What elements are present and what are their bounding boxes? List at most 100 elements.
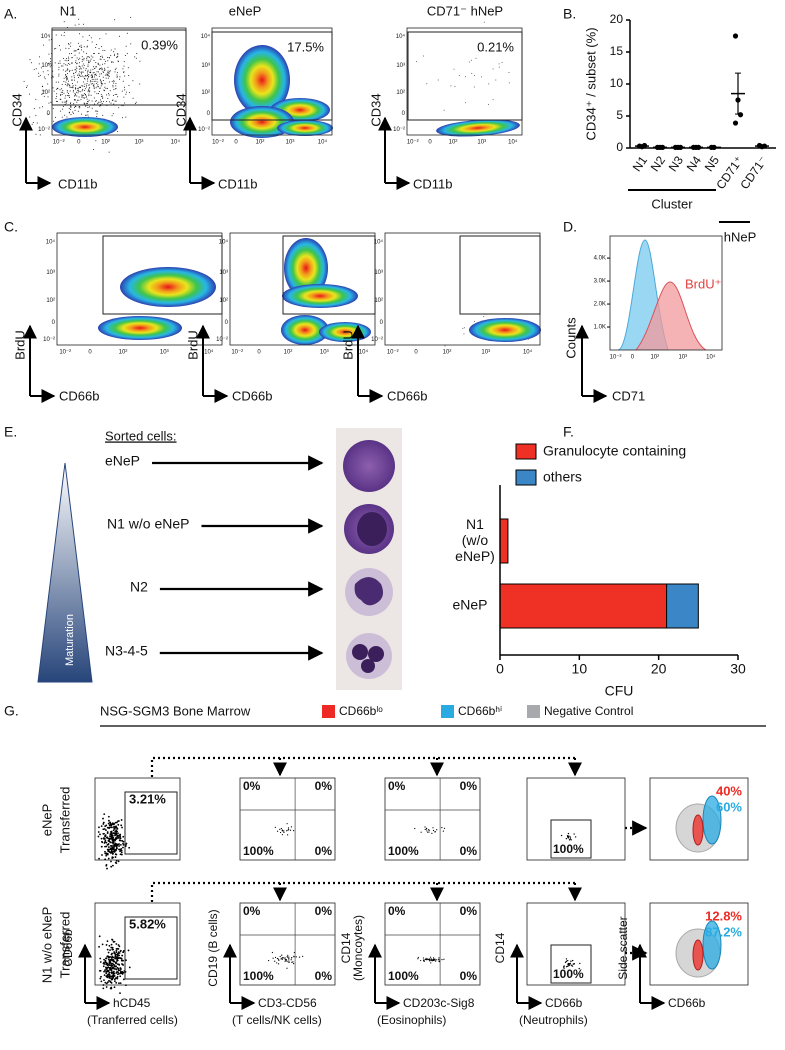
event-dot <box>293 963 295 965</box>
event-dot <box>105 863 108 866</box>
event-dot <box>107 75 109 77</box>
event-dot <box>80 67 82 69</box>
event-dot <box>290 959 292 961</box>
event-dot <box>80 113 82 115</box>
event-dot <box>501 61 503 63</box>
event-dot <box>65 76 67 78</box>
event-dot <box>103 813 106 816</box>
event-dot <box>125 842 128 845</box>
plot-bg <box>526 902 626 986</box>
event-dot <box>93 103 95 105</box>
event-dot <box>268 959 270 962</box>
event-dot <box>102 72 104 74</box>
y-axis-label: CD66b <box>61 929 75 967</box>
event-dot <box>98 969 101 972</box>
annotation: BrdU⁺ <box>685 276 721 291</box>
event-dot <box>62 69 64 71</box>
event-dot <box>123 61 125 63</box>
y-tick-label: 10² <box>201 90 210 96</box>
event-dot <box>99 101 101 103</box>
quadrant-percent: 0% <box>388 779 406 793</box>
event-dot <box>53 120 55 122</box>
panel-label: B. <box>563 6 576 22</box>
event-dot <box>71 62 73 64</box>
gate <box>550 944 592 984</box>
y-tick-label: 1.0K <box>594 325 606 331</box>
event-dot <box>47 70 49 72</box>
event-dot <box>78 45 80 47</box>
event-dot <box>463 327 465 329</box>
event-dot <box>80 44 82 46</box>
x-tick-label: 0 <box>428 140 432 146</box>
event-dot <box>123 86 125 88</box>
event-dot <box>91 100 93 102</box>
event-dot <box>111 952 114 955</box>
event-dot <box>83 102 85 104</box>
event-dot <box>102 965 105 968</box>
y-tick-label: 0 <box>616 140 623 154</box>
event-dot <box>417 956 419 959</box>
event-dot <box>39 74 41 76</box>
event-dot <box>426 83 428 85</box>
event-dot <box>108 851 111 854</box>
event-dot <box>114 980 116 982</box>
event-dot <box>274 960 276 962</box>
event-dot <box>94 91 96 93</box>
x-axis-label: (Neutrophils) <box>519 1013 588 1027</box>
event-dot <box>565 960 568 963</box>
x-tick-label: 10³ <box>477 140 486 146</box>
event-dot <box>109 987 112 990</box>
event-dot <box>74 69 76 71</box>
event-dot <box>116 827 119 830</box>
event-dot <box>139 60 141 62</box>
event-dot <box>293 951 295 954</box>
event-dot <box>73 73 75 75</box>
event-dot <box>107 973 110 976</box>
event-dot <box>571 965 574 967</box>
event-dot <box>428 829 430 831</box>
event-dot <box>98 86 100 88</box>
event-dot <box>68 44 70 46</box>
event-dot <box>111 80 113 82</box>
y-axis-label: BrdU <box>340 330 355 360</box>
event-dot <box>76 63 78 65</box>
event-dot <box>91 41 93 43</box>
y-tick-label: 15 <box>610 44 624 58</box>
y-tick-label: 10² <box>46 298 55 304</box>
event-dot <box>566 959 569 962</box>
event-dot <box>44 76 46 78</box>
event-dot <box>121 971 124 974</box>
event-dot <box>115 832 118 835</box>
event-dot <box>110 55 112 57</box>
event-dot <box>96 85 98 87</box>
x-tick-label: 10⁴ <box>318 139 328 146</box>
event-dot <box>79 75 81 77</box>
event-dot <box>92 68 94 70</box>
event-dot <box>110 832 113 835</box>
event-dot <box>60 91 62 93</box>
event-dot <box>453 68 455 70</box>
event-dot <box>118 964 121 966</box>
density <box>469 318 541 342</box>
event-dot <box>85 102 87 104</box>
x-tick-label: 10⁻² <box>387 350 399 356</box>
event-dot <box>107 815 110 818</box>
event-dot <box>81 90 83 92</box>
event-dot <box>117 836 120 839</box>
event-dot <box>293 830 295 832</box>
legend-swatch <box>527 705 540 718</box>
event-dot <box>66 78 68 80</box>
event-dot <box>61 83 63 85</box>
event-dot <box>76 91 78 93</box>
event-dot <box>483 21 485 23</box>
x-tick-label: 10⁻² <box>59 350 71 356</box>
event-dot <box>68 112 70 114</box>
panel-label: A. <box>4 6 17 22</box>
event-dot <box>106 976 109 979</box>
event-dot <box>62 108 64 110</box>
event-dot <box>58 69 60 71</box>
event-dot <box>87 90 89 92</box>
event-dot <box>88 88 90 90</box>
event-dot <box>56 88 58 90</box>
